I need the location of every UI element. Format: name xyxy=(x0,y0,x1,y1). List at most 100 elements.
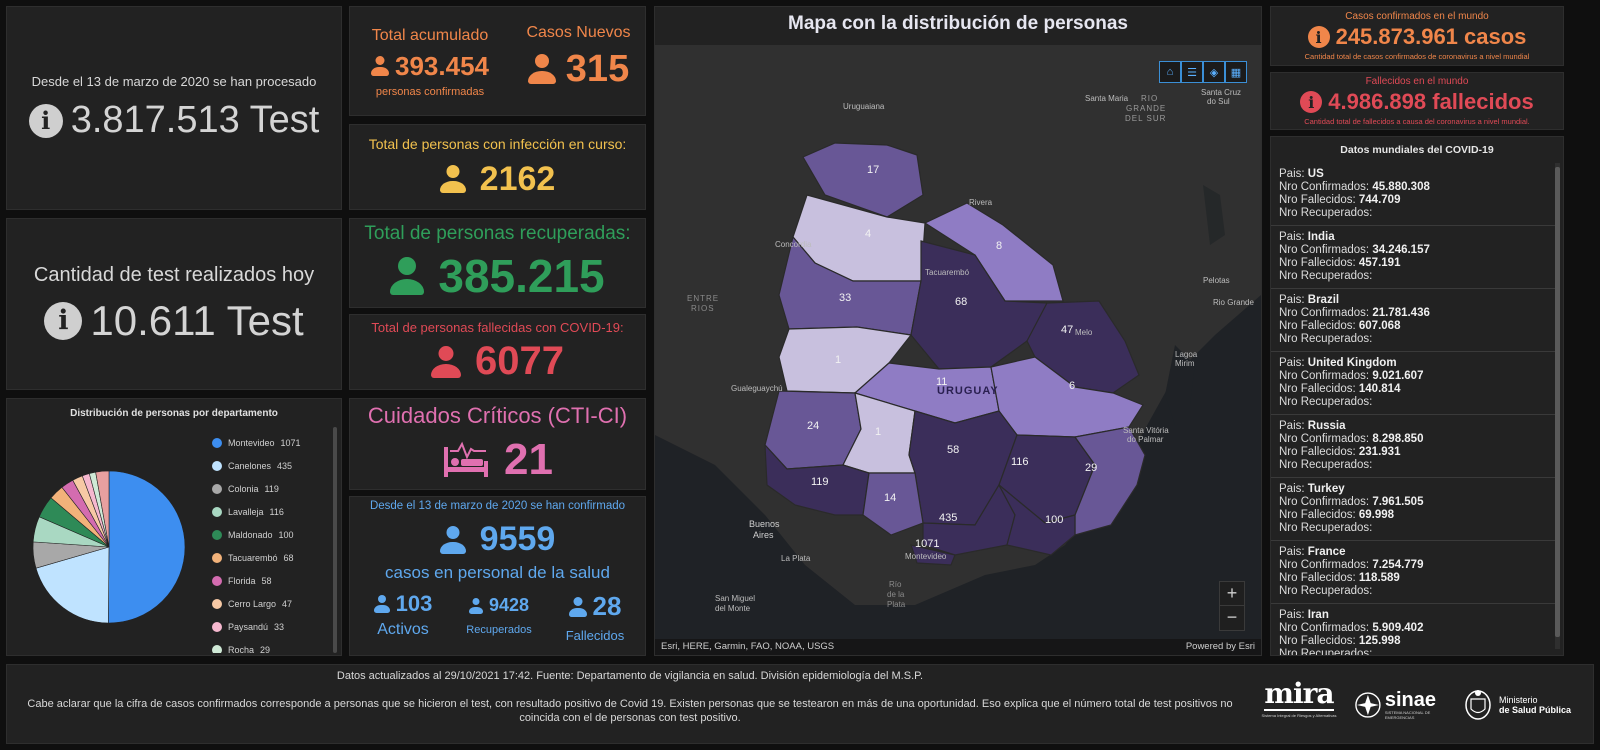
world-deaths-line: Nro Fallecidos: 125.998 xyxy=(1279,635,1547,648)
staff-active-label: Activos xyxy=(377,621,429,638)
place-melo: Melo xyxy=(1075,328,1093,337)
world-deaths-value: 744.709 xyxy=(1358,194,1401,206)
region-label-treinta-y-tres: 6 xyxy=(1069,380,1075,392)
map-powered-by[interactable]: Powered by Esri xyxy=(1185,641,1255,652)
world-recovered-label: Nro Recuperados: xyxy=(1279,396,1373,408)
staff-deceased-value: 28 xyxy=(592,591,622,621)
world-list-scrollbar-thumb[interactable] xyxy=(1555,167,1560,637)
pie-legend-item[interactable]: Cerro Largo 47 xyxy=(212,592,327,615)
world-list-item[interactable]: Pais: United Kingdom Nro Confirmados: 9.0… xyxy=(1271,352,1555,415)
msp-logo[interactable]: Ministerio de Salud Pública xyxy=(1463,683,1589,727)
world-deaths-line: Nro Fallecidos: 118.589 xyxy=(1279,572,1547,585)
world-deaths-label: Nro Fallecidos: xyxy=(1279,446,1359,458)
pie-legend-value: 68 xyxy=(283,552,294,563)
legend-dot-icon xyxy=(212,575,222,586)
world-country-line: Pais: Iran xyxy=(1279,609,1547,622)
world-confirmed-label: Nro Confirmados: xyxy=(1279,433,1373,445)
home-icon[interactable]: ⌂ xyxy=(1159,61,1181,83)
region-label-tacuarembo: 68 xyxy=(955,296,967,308)
active-title: Total de personas con infección en curso… xyxy=(368,135,627,152)
world-deaths-line: Nro Fallecidos: 457.191 xyxy=(1279,257,1547,270)
info-icon[interactable]: i xyxy=(1300,91,1323,113)
world-recovered-label: Nro Recuperados: xyxy=(1279,333,1373,345)
accum-title: Total acumulado xyxy=(371,26,489,44)
zoom-in-button[interactable]: + xyxy=(1220,582,1244,606)
mira-logo-sub: Sistema Integral de Riesgos y Alternativ… xyxy=(1261,713,1337,718)
pie-legend-item[interactable]: Canelones 435 xyxy=(212,454,327,477)
critical-value-row: 21 xyxy=(442,435,553,485)
region-rocha[interactable] xyxy=(1073,426,1146,536)
layers-icon[interactable]: ◈ xyxy=(1203,61,1225,83)
place-rio-grande: Rio Grande xyxy=(1213,298,1254,307)
world-confirmed-label: Nro Confirmados: xyxy=(1279,370,1373,382)
region-artigas[interactable] xyxy=(802,142,924,218)
region-label-montevideo: 1071 xyxy=(915,538,939,550)
map-attribution-bar: Esri, HERE, Garmin, FAO, NOAA, USGS Powe… xyxy=(655,639,1261,655)
pie-slice[interactable] xyxy=(108,470,186,624)
place-rio-plata-1: Río xyxy=(889,580,902,589)
region-label-colonia: 119 xyxy=(811,476,829,488)
legend-dot-icon xyxy=(212,644,222,653)
world-country-line: Pais: India xyxy=(1279,231,1547,244)
pie-legend-item[interactable]: Paysandú 33 xyxy=(212,615,327,638)
world-deaths-line: Nro Fallecidos: 607.068 xyxy=(1279,320,1547,333)
world-country-line: Pais: United Kingdom xyxy=(1279,357,1547,370)
world-list-title: Datos mundiales del COVID-19 xyxy=(1340,144,1494,156)
world-recovered-label: Nro Recuperados: xyxy=(1279,585,1373,597)
tests-total-caption: Desde el 13 de marzo de 2020 se han proc… xyxy=(31,74,317,89)
zoom-out-button[interactable]: − xyxy=(1226,607,1238,627)
pie-legend-item[interactable]: Montevideo 1071 xyxy=(212,431,327,454)
pie-chart[interactable] xyxy=(19,457,199,637)
mira-logo[interactable]: mira Sistema Integral de Riesgos y Alter… xyxy=(1259,679,1339,729)
map-toolbar: ⌂ ☰ ◈ ▦ xyxy=(1159,61,1247,83)
world-recovered-label: Nro Recuperados: xyxy=(1279,648,1373,655)
pie-legend-item[interactable]: Lavalleja 116 xyxy=(212,500,327,523)
world-country-label: Pais: xyxy=(1279,231,1308,243)
region-san-jose[interactable] xyxy=(862,472,924,536)
place-lagoa-2: Mirim xyxy=(1175,359,1195,368)
legend-list-icon[interactable]: ☰ xyxy=(1181,61,1203,83)
world-list[interactable]: Pais: US Nro Confirmados: 45.880.308 Nro F… xyxy=(1271,163,1555,655)
sinae-logo[interactable]: sinae SISTEMA NACIONAL DE EMERGENCIAS xyxy=(1355,683,1455,727)
pie-legend-item[interactable]: Maldonado 100 xyxy=(212,523,327,546)
info-icon[interactable]: i xyxy=(28,103,63,138)
region-montevideo[interactable] xyxy=(910,544,956,566)
legend-dot-icon xyxy=(212,598,222,609)
region-label-maldonado: 100 xyxy=(1045,514,1063,526)
pie-legend-scrollbar[interactable] xyxy=(333,427,337,653)
world-confirmed-value: 7.961.505 xyxy=(1372,496,1424,508)
world-list-item[interactable]: Pais: US Nro Confirmados: 45.880.308 Nro F… xyxy=(1271,163,1555,226)
new-cases-title: Casos Nuevos xyxy=(526,23,631,41)
mira-logo-text: mira xyxy=(1264,677,1335,711)
world-list-item[interactable]: Pais: Russia Nro Confirmados: 8.298.850 Nr… xyxy=(1271,415,1555,478)
region-maldonado[interactable] xyxy=(998,484,1076,556)
world-list-item[interactable]: Pais: Brazil Nro Confirmados: 21.781.436 N… xyxy=(1271,289,1555,352)
qr-grid-icon[interactable]: ▦ xyxy=(1225,61,1247,83)
world-recovered-line: Nro Recuperados: xyxy=(1279,270,1547,283)
active-panel: Total de personas con infección en curso… xyxy=(349,124,646,210)
pie-legend-value: 100 xyxy=(278,529,294,540)
map-canvas[interactable]: 17 4 8 33 68 47 1 11 6 24 1 58 116 29 11… xyxy=(655,45,1261,655)
info-icon[interactable]: i xyxy=(44,301,83,340)
info-icon[interactable]: i xyxy=(1307,26,1330,48)
pie-legend-item[interactable]: Florida 58 xyxy=(212,569,327,592)
world-list-item[interactable]: Pais: France Nro Confirmados: 7.254.779 Nr… xyxy=(1271,541,1555,604)
world-deaths-title: Fallecidos en el mundo xyxy=(1365,76,1469,87)
pie-legend-item[interactable]: Tacuarembó 68 xyxy=(212,546,327,569)
map-attribution[interactable]: Esri, HERE, Garmin, FAO, NOAA, USGS xyxy=(661,641,835,652)
world-list-scrollbar[interactable] xyxy=(1555,163,1560,649)
world-country-value: US xyxy=(1307,168,1324,180)
world-list-item[interactable]: Pais: Iran Nro Confirmados: 5.909.402 Nro … xyxy=(1271,604,1555,655)
world-list-item[interactable]: Pais: India Nro Confirmados: 34.246.157 Nr… xyxy=(1271,226,1555,289)
pie-legend-item[interactable]: Rocha 29 xyxy=(212,638,327,653)
world-confirmed-label: Nro Confirmados: xyxy=(1279,496,1373,508)
pie-slice[interactable] xyxy=(35,546,110,624)
world-recovered-label: Nro Recuperados: xyxy=(1279,270,1373,282)
pie-slice[interactable] xyxy=(95,470,110,548)
pie-legend-value: 116 xyxy=(269,506,284,517)
world-list-item[interactable]: Pais: Turkey Nro Confirmados: 7.961.505 Nr… xyxy=(1271,478,1555,541)
footer-text: Datos actualizados al 29/10/2021 17:42. … xyxy=(15,669,1245,725)
pie-legend-item[interactable]: Colonia 119 xyxy=(212,477,327,500)
footer-panel: Datos actualizados al 29/10/2021 17:42. … xyxy=(6,664,1594,744)
legend-dot-icon xyxy=(212,506,222,517)
